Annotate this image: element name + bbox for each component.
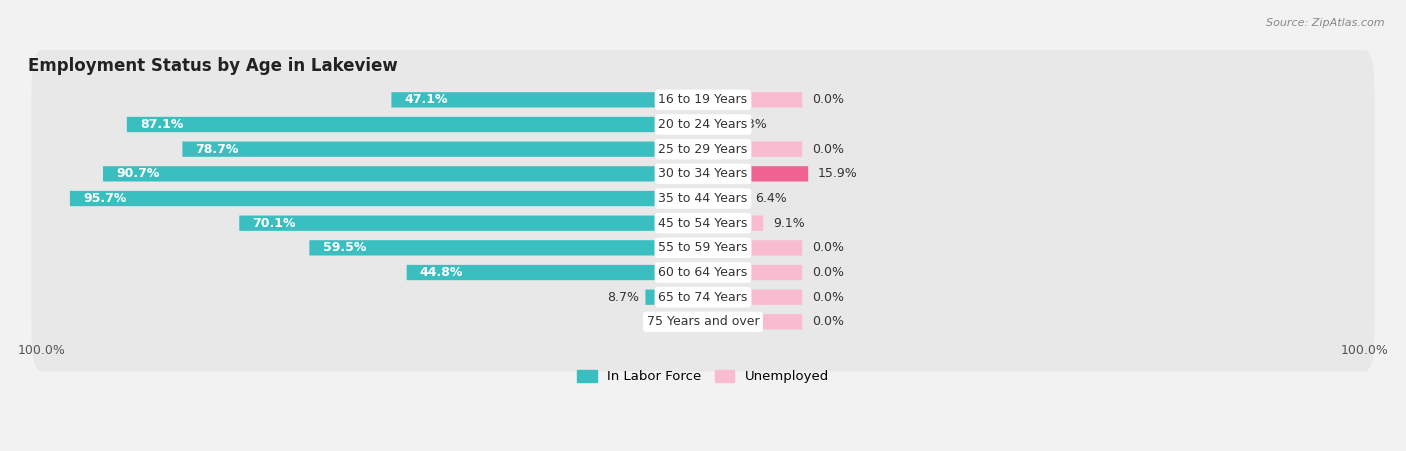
FancyBboxPatch shape — [31, 174, 1375, 273]
Text: 59.5%: 59.5% — [322, 241, 366, 254]
Text: 0.0%: 0.0% — [813, 291, 844, 304]
FancyBboxPatch shape — [31, 223, 1375, 322]
Text: 0.0%: 0.0% — [813, 93, 844, 106]
Text: 45 to 54 Years: 45 to 54 Years — [658, 216, 748, 230]
FancyBboxPatch shape — [127, 117, 703, 132]
Text: 55 to 59 Years: 55 to 59 Years — [658, 241, 748, 254]
FancyBboxPatch shape — [239, 216, 703, 231]
Text: Employment Status by Age in Lakeview: Employment Status by Age in Lakeview — [28, 57, 398, 75]
Text: 15.9%: 15.9% — [818, 167, 858, 180]
Text: 90.7%: 90.7% — [117, 167, 160, 180]
Text: 78.7%: 78.7% — [195, 143, 239, 156]
FancyBboxPatch shape — [31, 149, 1375, 248]
Text: 9.1%: 9.1% — [773, 216, 804, 230]
Text: 47.1%: 47.1% — [405, 93, 449, 106]
FancyBboxPatch shape — [703, 191, 745, 206]
FancyBboxPatch shape — [703, 265, 803, 280]
Text: 44.8%: 44.8% — [420, 266, 463, 279]
FancyBboxPatch shape — [183, 142, 703, 157]
FancyBboxPatch shape — [391, 92, 703, 107]
FancyBboxPatch shape — [31, 198, 1375, 297]
FancyBboxPatch shape — [703, 240, 803, 256]
FancyBboxPatch shape — [703, 142, 803, 157]
Text: 60 to 64 Years: 60 to 64 Years — [658, 266, 748, 279]
FancyBboxPatch shape — [703, 314, 803, 330]
FancyBboxPatch shape — [70, 191, 703, 206]
Text: 0.0%: 0.0% — [813, 143, 844, 156]
Text: 6.4%: 6.4% — [755, 192, 787, 205]
Text: 35 to 44 Years: 35 to 44 Years — [658, 192, 748, 205]
FancyBboxPatch shape — [103, 166, 703, 181]
Text: 8.7%: 8.7% — [607, 291, 638, 304]
FancyBboxPatch shape — [31, 51, 1375, 149]
FancyBboxPatch shape — [406, 265, 703, 280]
FancyBboxPatch shape — [703, 290, 803, 305]
Text: 0.0%: 0.0% — [813, 241, 844, 254]
Text: 20 to 24 Years: 20 to 24 Years — [658, 118, 748, 131]
FancyBboxPatch shape — [31, 100, 1375, 199]
FancyBboxPatch shape — [703, 216, 763, 231]
Text: 70.1%: 70.1% — [253, 216, 297, 230]
FancyBboxPatch shape — [703, 117, 725, 132]
Text: 75 Years and over: 75 Years and over — [647, 315, 759, 328]
FancyBboxPatch shape — [645, 290, 703, 305]
FancyBboxPatch shape — [703, 92, 803, 107]
Legend: In Labor Force, Unemployed: In Labor Force, Unemployed — [571, 364, 835, 388]
FancyBboxPatch shape — [31, 272, 1375, 372]
Text: 0.0%: 0.0% — [813, 266, 844, 279]
FancyBboxPatch shape — [31, 248, 1375, 347]
Text: 65 to 74 Years: 65 to 74 Years — [658, 291, 748, 304]
FancyBboxPatch shape — [31, 75, 1375, 174]
Text: 95.7%: 95.7% — [83, 192, 127, 205]
Text: 3.3%: 3.3% — [735, 118, 766, 131]
FancyBboxPatch shape — [309, 240, 703, 256]
Text: 30 to 34 Years: 30 to 34 Years — [658, 167, 748, 180]
Text: 16 to 19 Years: 16 to 19 Years — [658, 93, 748, 106]
FancyBboxPatch shape — [31, 124, 1375, 223]
Text: Source: ZipAtlas.com: Source: ZipAtlas.com — [1267, 18, 1385, 28]
Text: 0.0%: 0.0% — [813, 315, 844, 328]
Text: 87.1%: 87.1% — [141, 118, 183, 131]
Text: 25 to 29 Years: 25 to 29 Years — [658, 143, 748, 156]
FancyBboxPatch shape — [703, 166, 808, 181]
